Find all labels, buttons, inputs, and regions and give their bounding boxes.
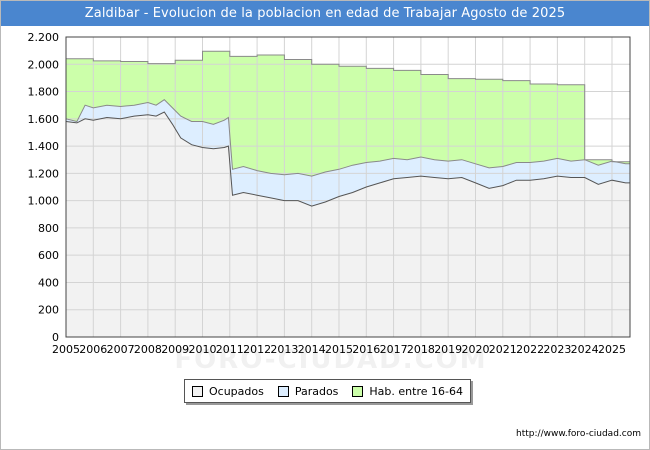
x-tick-label: 2024: [571, 343, 599, 356]
x-tick-label: 2020: [461, 343, 489, 356]
x-tick-label: 2014: [298, 343, 326, 356]
legend-item-population: Hab. entre 16-64: [352, 385, 463, 398]
watermark: FORO-CIUDAD.COM: [174, 345, 488, 375]
x-tick-label: 2007: [107, 343, 135, 356]
y-tick-label: 600: [38, 249, 59, 262]
x-tick-label: 2016: [352, 343, 380, 356]
y-tick-label: 0: [52, 331, 59, 344]
x-tick-label: 2017: [380, 343, 408, 356]
source-credit: http://www.foro-ciudad.com: [516, 429, 641, 439]
legend-swatch-unemployed: [277, 385, 289, 397]
line-unemployed: [65, 99, 630, 177]
legend: Ocupados Parados Hab. entre 16-64: [184, 379, 471, 403]
y-tick-label: 2.200: [28, 31, 60, 44]
x-tick-label: 2023: [543, 343, 571, 356]
x-tick-label: 2021: [489, 343, 517, 356]
y-tick-label: 1.400: [28, 140, 60, 153]
x-tick-label: 2005: [52, 343, 80, 356]
x-tick-label: 2008: [134, 343, 162, 356]
line-population: [66, 50, 630, 163]
legend-item-unemployed: Parados: [277, 384, 339, 398]
plot-border: [65, 36, 631, 338]
y-tick-label: 1.200: [28, 167, 60, 180]
x-tick-label: 2022: [516, 343, 544, 356]
x-tick-label: 2012: [243, 343, 271, 356]
y-tick-label: 1.600: [28, 113, 60, 126]
y-tick-label: 1.000: [28, 195, 60, 208]
legend-label-occupied: Ocupados: [208, 384, 264, 398]
y-tick-label: 800: [38, 222, 59, 235]
title-bar: Zaldibar - Evolucion de la poblacion en …: [1, 1, 649, 26]
y-tick-label: 1.800: [28, 86, 60, 99]
x-tick-label: 2025: [598, 343, 626, 356]
legend-label-population: Hab. entre 16-64: [369, 384, 463, 398]
line-occupied: [65, 111, 630, 207]
legend-label-unemployed: Parados: [294, 384, 339, 398]
x-tick-label: 2019: [434, 343, 462, 356]
area-occupied: [66, 112, 630, 337]
x-tick-label: 2011: [216, 343, 244, 356]
legend-swatch-occupied: [191, 385, 203, 397]
chart-title: Zaldibar - Evolucion de la poblacion en …: [84, 6, 566, 21]
x-tick-label: 2009: [161, 343, 189, 356]
y-tick-label: 2.000: [28, 58, 60, 71]
x-tick-label: 2013: [270, 343, 298, 356]
y-tick-label: 400: [38, 276, 59, 289]
x-tick-label: 2015: [325, 343, 353, 356]
x-tick-label: 2010: [188, 343, 216, 356]
legend-swatch-population: [352, 385, 364, 397]
x-tick-label: 2018: [407, 343, 435, 356]
legend-item-occupied: Ocupados: [191, 384, 264, 398]
x-tick-label: 2006: [79, 343, 107, 356]
y-tick-label: 200: [38, 304, 59, 317]
